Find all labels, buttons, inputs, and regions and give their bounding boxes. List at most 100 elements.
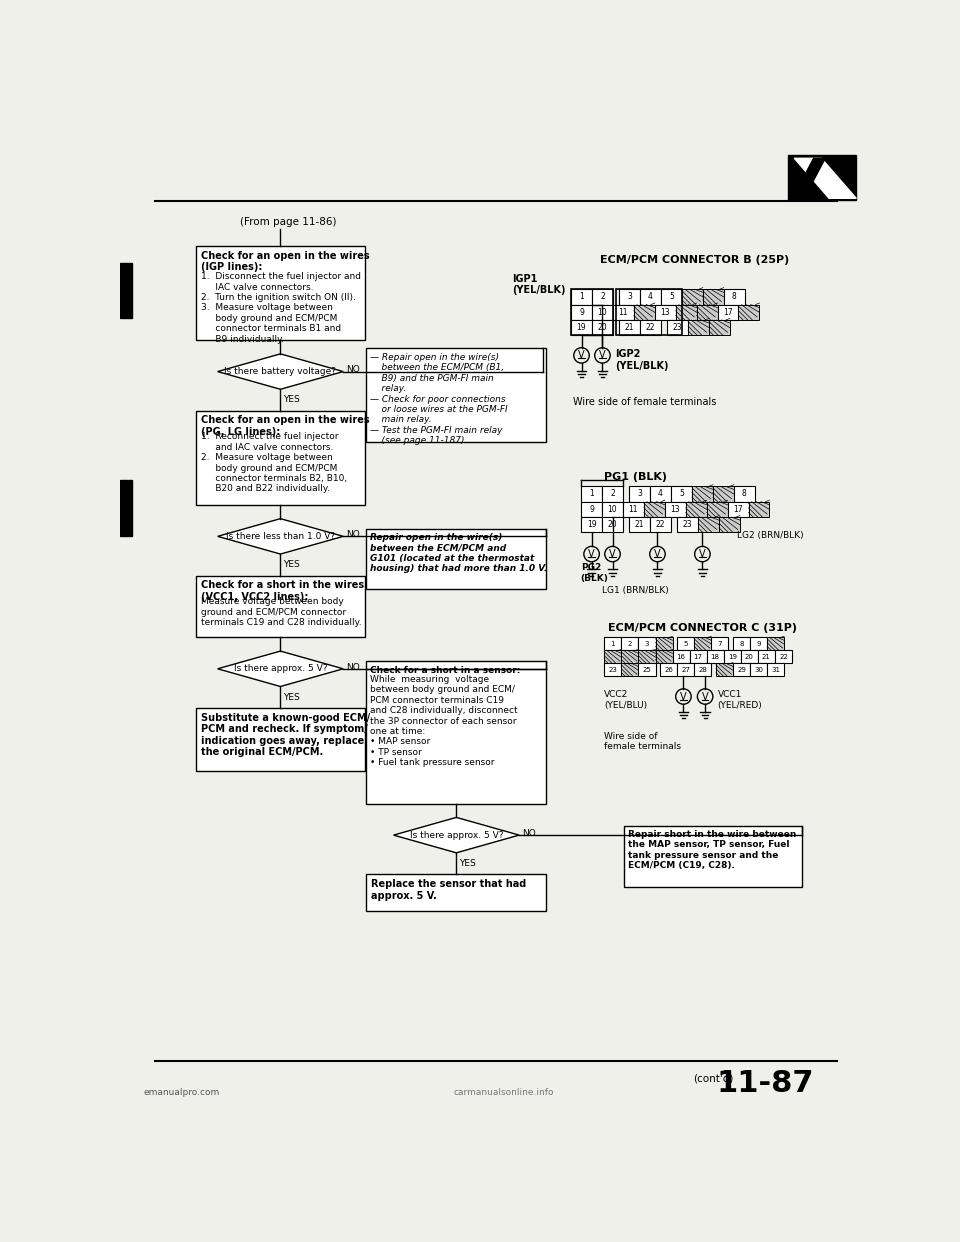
Bar xyxy=(602,502,623,517)
Bar xyxy=(650,487,671,502)
Text: IGP2
(YEL/BLK): IGP2 (YEL/BLK) xyxy=(614,349,668,371)
Bar xyxy=(621,637,638,651)
Bar xyxy=(621,651,638,663)
Text: Is there approx. 5 V?: Is there approx. 5 V? xyxy=(233,664,327,673)
Text: 10: 10 xyxy=(608,505,617,514)
Bar xyxy=(634,304,655,320)
Bar xyxy=(660,663,677,677)
Text: YES: YES xyxy=(460,859,476,868)
Text: Is there approx. 5 V?: Is there approx. 5 V? xyxy=(410,831,503,840)
Bar xyxy=(709,320,730,335)
Text: 1.  Reconnect the fuel injector
     and IAC valve connectors.
2.  Measure volta: 1. Reconnect the fuel injector and IAC v… xyxy=(201,432,347,493)
Bar xyxy=(738,304,759,320)
Text: ECM/PCM CONNECTOR C (31P): ECM/PCM CONNECTOR C (31P) xyxy=(609,623,797,633)
Polygon shape xyxy=(794,158,856,199)
Text: 21: 21 xyxy=(625,323,635,332)
Bar xyxy=(619,289,640,304)
Bar xyxy=(716,663,733,677)
Bar xyxy=(677,517,698,533)
Text: 30: 30 xyxy=(755,667,763,673)
Bar xyxy=(711,637,729,651)
Text: 23: 23 xyxy=(673,323,683,332)
Text: 3: 3 xyxy=(645,641,649,647)
Text: 31: 31 xyxy=(771,667,780,673)
Bar xyxy=(655,304,676,320)
Text: V: V xyxy=(610,549,615,559)
Text: YES: YES xyxy=(283,560,300,569)
Polygon shape xyxy=(218,651,344,687)
Text: 26: 26 xyxy=(664,667,673,673)
Bar xyxy=(733,663,750,677)
Text: 2: 2 xyxy=(600,292,605,302)
Text: V: V xyxy=(702,692,708,702)
Text: Repair open in the wire(s)
between the ECM/PCM and
G101 (located at the thermost: Repair open in the wire(s) between the E… xyxy=(371,533,547,574)
Text: Check for a short in a sensor:: Check for a short in a sensor: xyxy=(371,666,520,674)
Text: 5: 5 xyxy=(679,489,684,498)
Text: 1: 1 xyxy=(579,292,584,302)
Bar xyxy=(724,651,741,663)
Bar xyxy=(667,320,688,335)
Text: 20: 20 xyxy=(745,653,754,660)
Text: V: V xyxy=(654,549,660,559)
Bar xyxy=(367,874,546,912)
Bar xyxy=(605,637,621,651)
Text: 9: 9 xyxy=(589,505,594,514)
Text: 16: 16 xyxy=(677,653,685,660)
Bar xyxy=(719,517,740,533)
Text: 28: 28 xyxy=(698,667,708,673)
Bar xyxy=(788,155,856,200)
Text: — Repair open in the wire(s)
    between the ECM/PCM (B1,
    B9) and the PGM-FI: — Repair open in the wire(s) between the… xyxy=(371,353,508,446)
Bar xyxy=(677,637,694,651)
Bar xyxy=(616,289,682,335)
Bar xyxy=(677,663,694,677)
Text: 7: 7 xyxy=(718,641,722,647)
Text: NO: NO xyxy=(347,663,360,672)
Text: 20: 20 xyxy=(608,520,617,529)
Text: 5: 5 xyxy=(684,641,688,647)
Text: 21: 21 xyxy=(635,520,644,529)
Bar xyxy=(703,289,724,304)
Text: VCC2
(YEL/BLU): VCC2 (YEL/BLU) xyxy=(605,691,647,709)
Bar xyxy=(698,517,719,533)
Text: 1: 1 xyxy=(611,641,615,647)
Text: 17: 17 xyxy=(694,653,703,660)
Bar xyxy=(605,663,621,677)
Bar xyxy=(367,529,546,589)
Bar xyxy=(638,663,656,677)
Text: Replace the sensor that had
approx. 5 V.: Replace the sensor that had approx. 5 V. xyxy=(372,879,526,900)
Text: ECM/PCM CONNECTOR B (25P): ECM/PCM CONNECTOR B (25P) xyxy=(601,256,790,266)
Text: 10: 10 xyxy=(598,308,608,317)
Bar xyxy=(676,304,697,320)
Text: 27: 27 xyxy=(682,667,690,673)
Bar xyxy=(733,487,755,502)
Bar xyxy=(592,289,612,304)
Text: 23: 23 xyxy=(609,667,617,673)
Bar xyxy=(120,481,132,535)
Bar xyxy=(741,651,757,663)
Text: 2: 2 xyxy=(628,641,632,647)
Bar xyxy=(749,502,770,517)
Bar xyxy=(629,487,650,502)
Text: 17: 17 xyxy=(733,505,743,514)
Text: Repair short in the wire between
the MAP sensor, TP sensor, Fuel
tank pressure s: Repair short in the wire between the MAP… xyxy=(628,830,796,869)
Text: Check for an open in the wires
(PG, LG lines):: Check for an open in the wires (PG, LG l… xyxy=(201,416,370,437)
Bar xyxy=(650,517,671,533)
Text: 13: 13 xyxy=(660,308,670,317)
Bar xyxy=(196,411,365,504)
Text: (cont'd): (cont'd) xyxy=(693,1073,733,1083)
Bar xyxy=(660,289,682,304)
Bar xyxy=(619,320,640,335)
Bar xyxy=(697,304,717,320)
Bar xyxy=(592,320,612,335)
Bar xyxy=(120,263,132,318)
Text: YES: YES xyxy=(283,693,300,702)
Bar xyxy=(640,320,660,335)
Bar xyxy=(629,517,650,533)
Bar xyxy=(656,651,673,663)
Text: 5: 5 xyxy=(669,292,674,302)
Bar xyxy=(707,502,728,517)
Text: YES: YES xyxy=(283,395,300,405)
Bar xyxy=(605,651,621,663)
Bar xyxy=(581,487,602,502)
Bar xyxy=(621,663,638,677)
